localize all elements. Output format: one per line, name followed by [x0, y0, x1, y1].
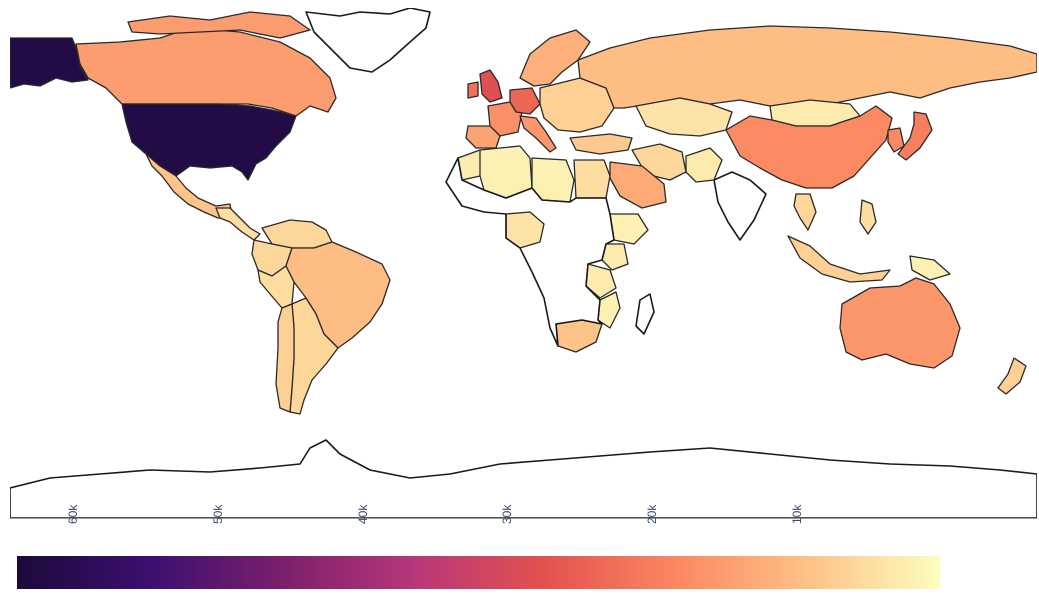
- region-alaska[interactable]: [10, 37, 89, 89]
- region-south-africa[interactable]: [555, 319, 603, 353]
- region-ethiopia[interactable]: [609, 213, 649, 245]
- region-china[interactable]: [725, 105, 893, 189]
- colorbar-tick: 60k: [66, 504, 80, 524]
- region-philippines[interactable]: [859, 199, 877, 235]
- map-panel[interactable]: [10, 8, 1037, 519]
- region-turkey[interactable]: [569, 133, 633, 155]
- region-chile[interactable]: [275, 303, 295, 413]
- region-korea[interactable]: [887, 127, 905, 153]
- region-kazakhstan[interactable]: [635, 97, 733, 137]
- region-saudi-arabia[interactable]: [609, 161, 667, 209]
- region-united-states[interactable]: [121, 103, 297, 181]
- region-brazil[interactable]: [285, 241, 391, 349]
- region-australia[interactable]: [839, 277, 961, 369]
- colorbar-tick: 20k: [645, 504, 659, 524]
- region-pakistan[interactable]: [685, 147, 723, 183]
- region-united-kingdom[interactable]: [479, 69, 503, 103]
- region-central-america[interactable]: [215, 207, 261, 241]
- region-indonesia[interactable]: [787, 235, 891, 283]
- region-japan[interactable]: [897, 111, 933, 161]
- region-papua-new-guinea[interactable]: [909, 255, 951, 281]
- region-germany[interactable]: [509, 87, 541, 115]
- colorbar-tick: 10k: [790, 504, 804, 524]
- colorbar-gradient: [17, 556, 940, 589]
- outline-india: [713, 171, 767, 241]
- region-ireland[interactable]: [467, 81, 479, 99]
- colorbar-legend: 60k 50k 40k 30k 20k 10k: [0, 505, 1039, 601]
- region-new-zealand[interactable]: [997, 357, 1027, 395]
- outline-greenland: [305, 8, 431, 73]
- region-russia[interactable]: [577, 25, 1037, 109]
- region-italy[interactable]: [519, 115, 557, 153]
- outline-africa-nodata: [445, 157, 615, 347]
- region-canada-islands[interactable]: [127, 11, 311, 39]
- region-kenya[interactable]: [601, 243, 629, 271]
- colorbar-tick: 30k: [500, 504, 514, 524]
- colorbar-tick: 40k: [356, 504, 370, 524]
- region-egypt[interactable]: [573, 159, 611, 199]
- region-thailand[interactable]: [793, 193, 817, 231]
- colorbar-tick: 50k: [211, 504, 225, 524]
- world-map[interactable]: [10, 8, 1037, 518]
- outline-antarctica: [10, 439, 1037, 518]
- region-scandinavia[interactable]: [519, 29, 591, 87]
- region-canada[interactable]: [75, 27, 337, 117]
- outline-madagascar: [635, 293, 655, 335]
